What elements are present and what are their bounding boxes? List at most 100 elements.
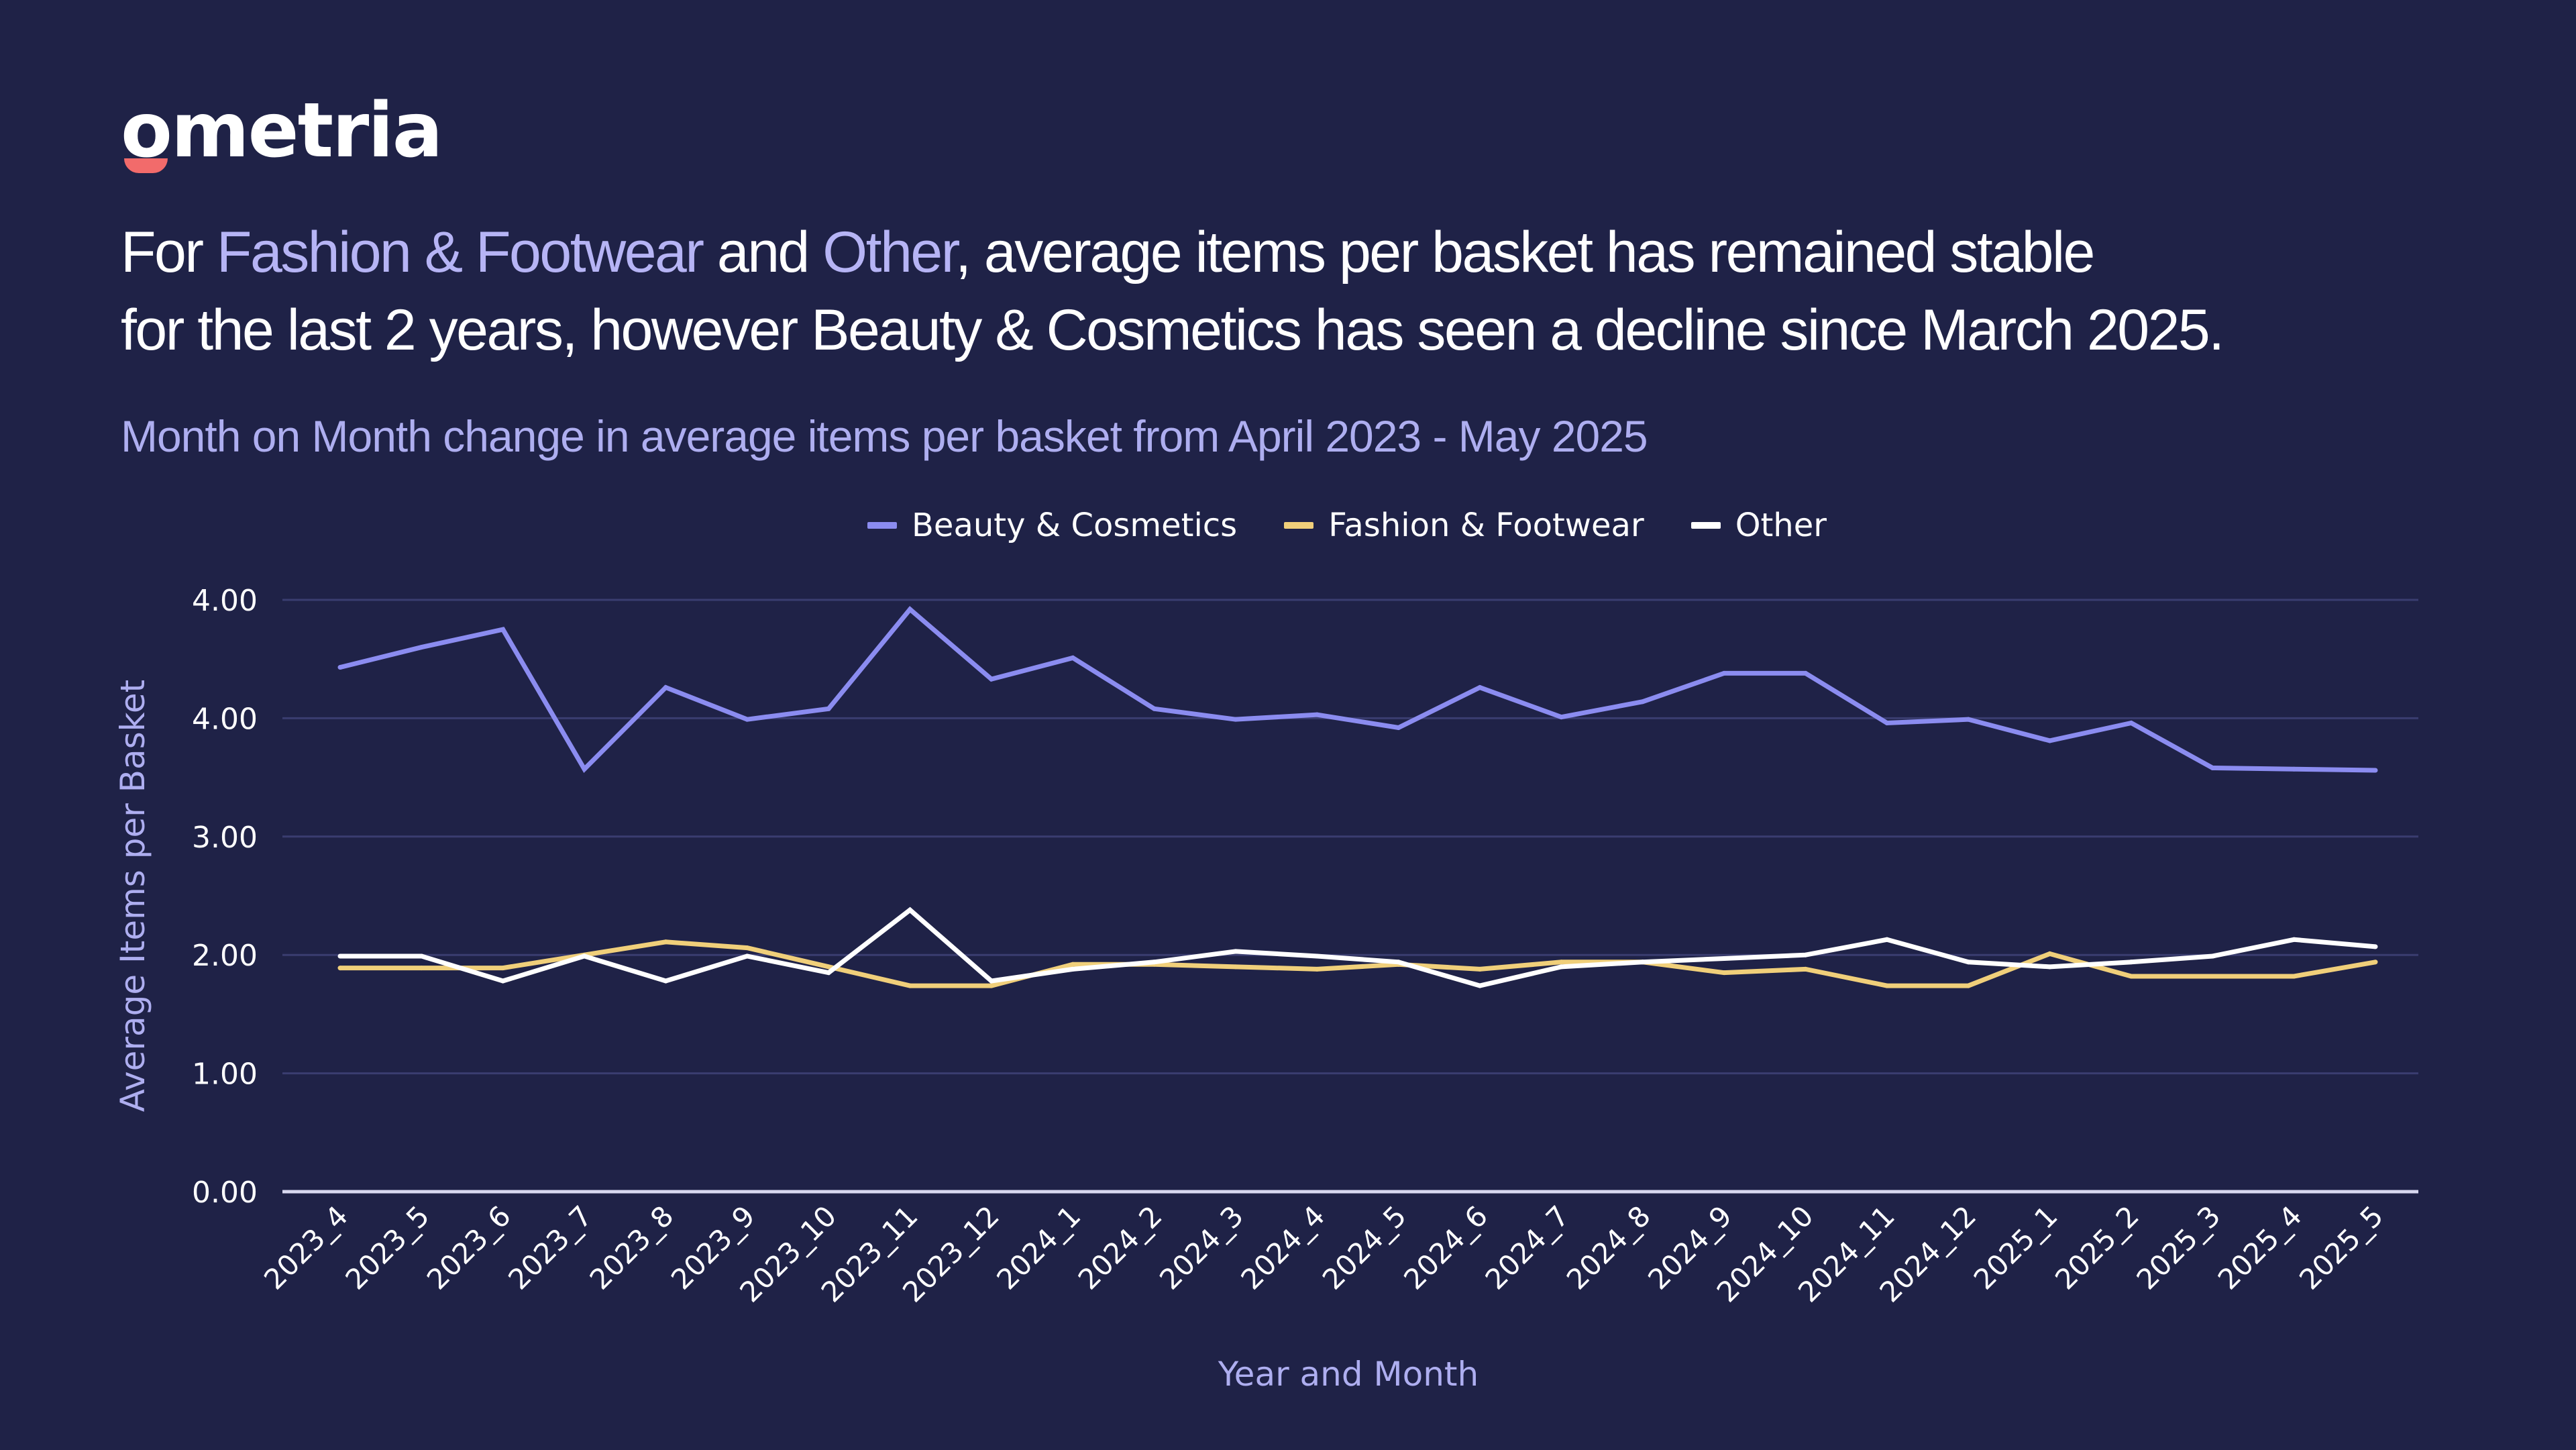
data-point xyxy=(1152,706,1157,711)
legend-label: Fashion & Footwear xyxy=(1328,507,1644,544)
data-point xyxy=(745,945,750,951)
headline-text: and xyxy=(702,220,823,284)
data-point xyxy=(1721,970,1727,976)
data-point xyxy=(989,676,994,682)
data-point xyxy=(1558,964,1564,970)
data-point xyxy=(745,953,750,959)
y-tick-label: 0.00 xyxy=(192,1176,258,1210)
data-point xyxy=(1803,952,1808,957)
data-point xyxy=(663,939,668,945)
data-point xyxy=(1884,720,1890,725)
series-line-other xyxy=(340,907,2376,988)
data-point xyxy=(2373,960,2378,965)
data-point xyxy=(2129,720,2134,725)
x-tick-label: 2024_4 xyxy=(1234,1199,1331,1296)
data-point xyxy=(419,645,424,650)
data-point xyxy=(989,978,994,984)
logo-smile-icon xyxy=(124,158,168,173)
data-point xyxy=(2210,953,2215,959)
data-point xyxy=(1966,717,1971,722)
x-tick-label: 2024_2 xyxy=(1072,1199,1169,1296)
data-point xyxy=(745,717,750,722)
data-point xyxy=(2047,964,2053,970)
data-point xyxy=(1070,962,1075,967)
legend-item-beauty: Beauty & Cosmetics xyxy=(867,507,1237,544)
data-point xyxy=(1640,960,1646,965)
data-point xyxy=(663,685,668,690)
data-point xyxy=(1477,983,1483,988)
x-tick-label: 2024_6 xyxy=(1397,1199,1494,1296)
x-tick-label: 2023_4 xyxy=(258,1199,354,1296)
data-point xyxy=(2047,738,2053,743)
legend: Beauty & Cosmetics Fashion & Footwear Ot… xyxy=(0,507,2576,544)
data-point xyxy=(908,607,913,612)
data-point xyxy=(1966,960,1971,965)
data-point xyxy=(1558,715,1564,720)
data-point xyxy=(1070,966,1075,972)
x-tick-label: 2023_8 xyxy=(584,1199,680,1296)
x-tick-label: 2023_6 xyxy=(421,1199,517,1296)
data-point xyxy=(1396,960,1401,965)
data-point xyxy=(500,978,506,984)
headline-highlight-fashion: Fashion & Footwear xyxy=(216,220,704,284)
data-point xyxy=(1070,655,1075,660)
x-tick-label: 2024_7 xyxy=(1479,1199,1575,1296)
chart-subtitle: Month on Month change in average items p… xyxy=(121,411,1648,461)
data-point xyxy=(908,907,913,913)
data-point xyxy=(826,706,831,711)
data-point xyxy=(2292,937,2297,942)
data-point xyxy=(1721,670,1727,676)
data-point xyxy=(1314,953,1320,959)
data-point xyxy=(2129,960,2134,965)
y-tick-label: 4.00 xyxy=(192,702,258,736)
x-tick-label: 2024_8 xyxy=(1560,1199,1657,1296)
data-point xyxy=(337,665,343,670)
data-point xyxy=(2047,951,2053,956)
data-point xyxy=(1314,966,1320,972)
legend-swatch xyxy=(867,522,897,529)
data-point xyxy=(337,953,343,959)
data-point xyxy=(2292,974,2297,979)
legend-swatch xyxy=(1284,522,1314,529)
x-tick-label: 2024_1 xyxy=(990,1199,1087,1296)
data-point xyxy=(1721,955,1727,961)
y-tick-label: 4.00 xyxy=(192,584,258,618)
data-point xyxy=(2373,768,2378,773)
data-point xyxy=(1558,960,1564,965)
x-tick-label: 2024_3 xyxy=(1153,1199,1250,1296)
x-tick-label: 2025_4 xyxy=(2212,1199,2308,1296)
data-point xyxy=(1966,983,1971,988)
headline-text: For xyxy=(121,220,217,284)
data-point xyxy=(1803,670,1808,676)
y-tick-label: 1.00 xyxy=(192,1057,258,1092)
data-point xyxy=(1477,966,1483,972)
data-point xyxy=(1152,960,1157,965)
data-point xyxy=(1477,685,1483,690)
legend-label: Beauty & Cosmetics xyxy=(911,507,1238,544)
data-point xyxy=(582,953,587,959)
data-point xyxy=(908,983,913,988)
ometria-logo: ometria xyxy=(121,87,443,174)
x-tick-label: 2023_7 xyxy=(502,1199,598,1296)
y-axis-title: Average Items per Basket xyxy=(113,680,152,1112)
data-point xyxy=(2373,944,2378,949)
headline: For Fashion & Footwear and Other, averag… xyxy=(121,213,2224,369)
series-line-fashion xyxy=(340,939,2376,988)
data-point xyxy=(337,966,343,971)
legend-swatch xyxy=(1690,522,1721,529)
data-point xyxy=(1233,717,1238,722)
x-tick-label: 2025_5 xyxy=(2293,1199,2390,1296)
data-point xyxy=(663,978,668,984)
data-point xyxy=(500,966,506,971)
data-point xyxy=(2129,974,2134,979)
data-point xyxy=(2210,974,2215,979)
data-point xyxy=(1884,937,1890,942)
y-tick-label: 3.00 xyxy=(192,821,258,855)
headline-line2: for the last 2 years, however Beauty & C… xyxy=(121,298,2224,362)
data-point xyxy=(989,983,994,988)
legend-item-other: Other xyxy=(1690,507,1827,544)
x-tick-label: 2023_5 xyxy=(339,1199,435,1296)
data-point xyxy=(1314,712,1320,717)
headline-highlight-other: Other xyxy=(822,220,957,284)
